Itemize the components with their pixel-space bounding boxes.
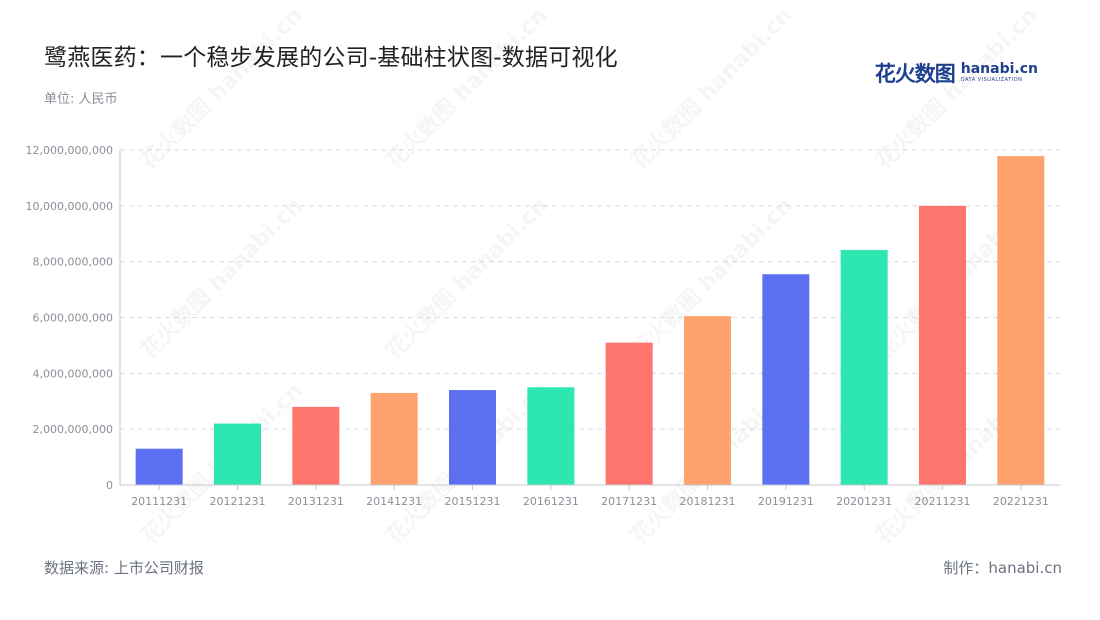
unit-label: 单位: 人民币 [44, 92, 118, 107]
bar-20191231 [762, 274, 810, 485]
x-tick-label: 20201231 [836, 495, 892, 508]
bar-20141231 [370, 392, 418, 485]
x-tick-label: 20141231 [366, 495, 422, 508]
x-tick-label: 20111231 [131, 495, 187, 508]
bar-20121231 [214, 423, 261, 485]
bar-20211231 [919, 205, 966, 486]
bars [135, 156, 1045, 486]
bar-20221231 [997, 156, 1045, 485]
y-axis-labels: 0 2,000,000,000 4,000,000,000 6,000,000,000… [26, 144, 113, 492]
x-tick-label: 20151231 [445, 495, 501, 508]
grid-lines [120, 149, 1060, 430]
y-tick-label: 2,000,000,000 [33, 423, 113, 436]
y-tick-label: 4,000,000,000 [33, 367, 113, 380]
logo-en-block: hanabi.cn DATA VISUALIZATION [961, 62, 1038, 84]
watermark: 花火数图 hanabi.cn [136, 192, 308, 364]
watermark: 花火数图 hanabi.cn [626, 2, 798, 174]
x-tick-label: 20131231 [288, 495, 344, 508]
watermark: 花火数图 hanabi.cn [381, 2, 553, 174]
bar-20201231 [840, 249, 888, 485]
watermark: 花火数图 hanabi.cn [871, 2, 1043, 174]
watermark-layer: 花火数图 hanabi.cn花火数图 hanabi.cn花火数图 hanabi.… [136, 2, 1043, 549]
bar-20131231 [292, 406, 340, 485]
y-tick-label: 0 [106, 479, 113, 492]
bar-20111231 [135, 448, 183, 485]
logo-cn-text: 花火数图 [874, 62, 956, 86]
bar-20181231 [684, 316, 731, 485]
x-tick-label: 20191231 [758, 495, 814, 508]
bar-20161231 [527, 387, 575, 485]
y-tick-label: 10,000,000,000 [26, 200, 113, 213]
x-tick-label: 20171231 [601, 495, 657, 508]
logo-en-text: hanabi.cn [960, 61, 1038, 77]
x-tick-label: 20121231 [210, 495, 266, 508]
brand-logo: 花火数图 hanabi.cn DATA VISUALIZATION [875, 58, 1038, 88]
x-tick-label: 20161231 [523, 495, 579, 508]
x-axis-labels: 20111231 20121231 20131231 20141231 20151231… [131, 485, 1049, 508]
logo-en-subtext: DATA VISUALIZATION [960, 77, 1023, 83]
x-tick-label: 20181231 [680, 495, 736, 508]
bar-20171231 [605, 342, 653, 485]
data-source: 数据来源: 上市公司财报 [44, 559, 204, 577]
x-tick-label: 20221231 [993, 495, 1049, 508]
watermark: 花火数图 hanabi.cn [136, 2, 308, 174]
y-tick-label: 12,000,000,000 [26, 144, 113, 157]
maker-credit: 制作：hanabi.cn [943, 559, 1062, 577]
x-tick-label: 20211231 [915, 495, 971, 508]
watermark: 花火数图 hanabi.cn [381, 192, 553, 364]
y-tick-label: 8,000,000,000 [33, 256, 113, 269]
chart-title: 鹭燕医药：一个稳步发展的公司-基础柱状图-数据可视化 [44, 45, 618, 71]
bar-20151231 [449, 390, 496, 485]
y-tick-label: 6,000,000,000 [33, 312, 113, 325]
